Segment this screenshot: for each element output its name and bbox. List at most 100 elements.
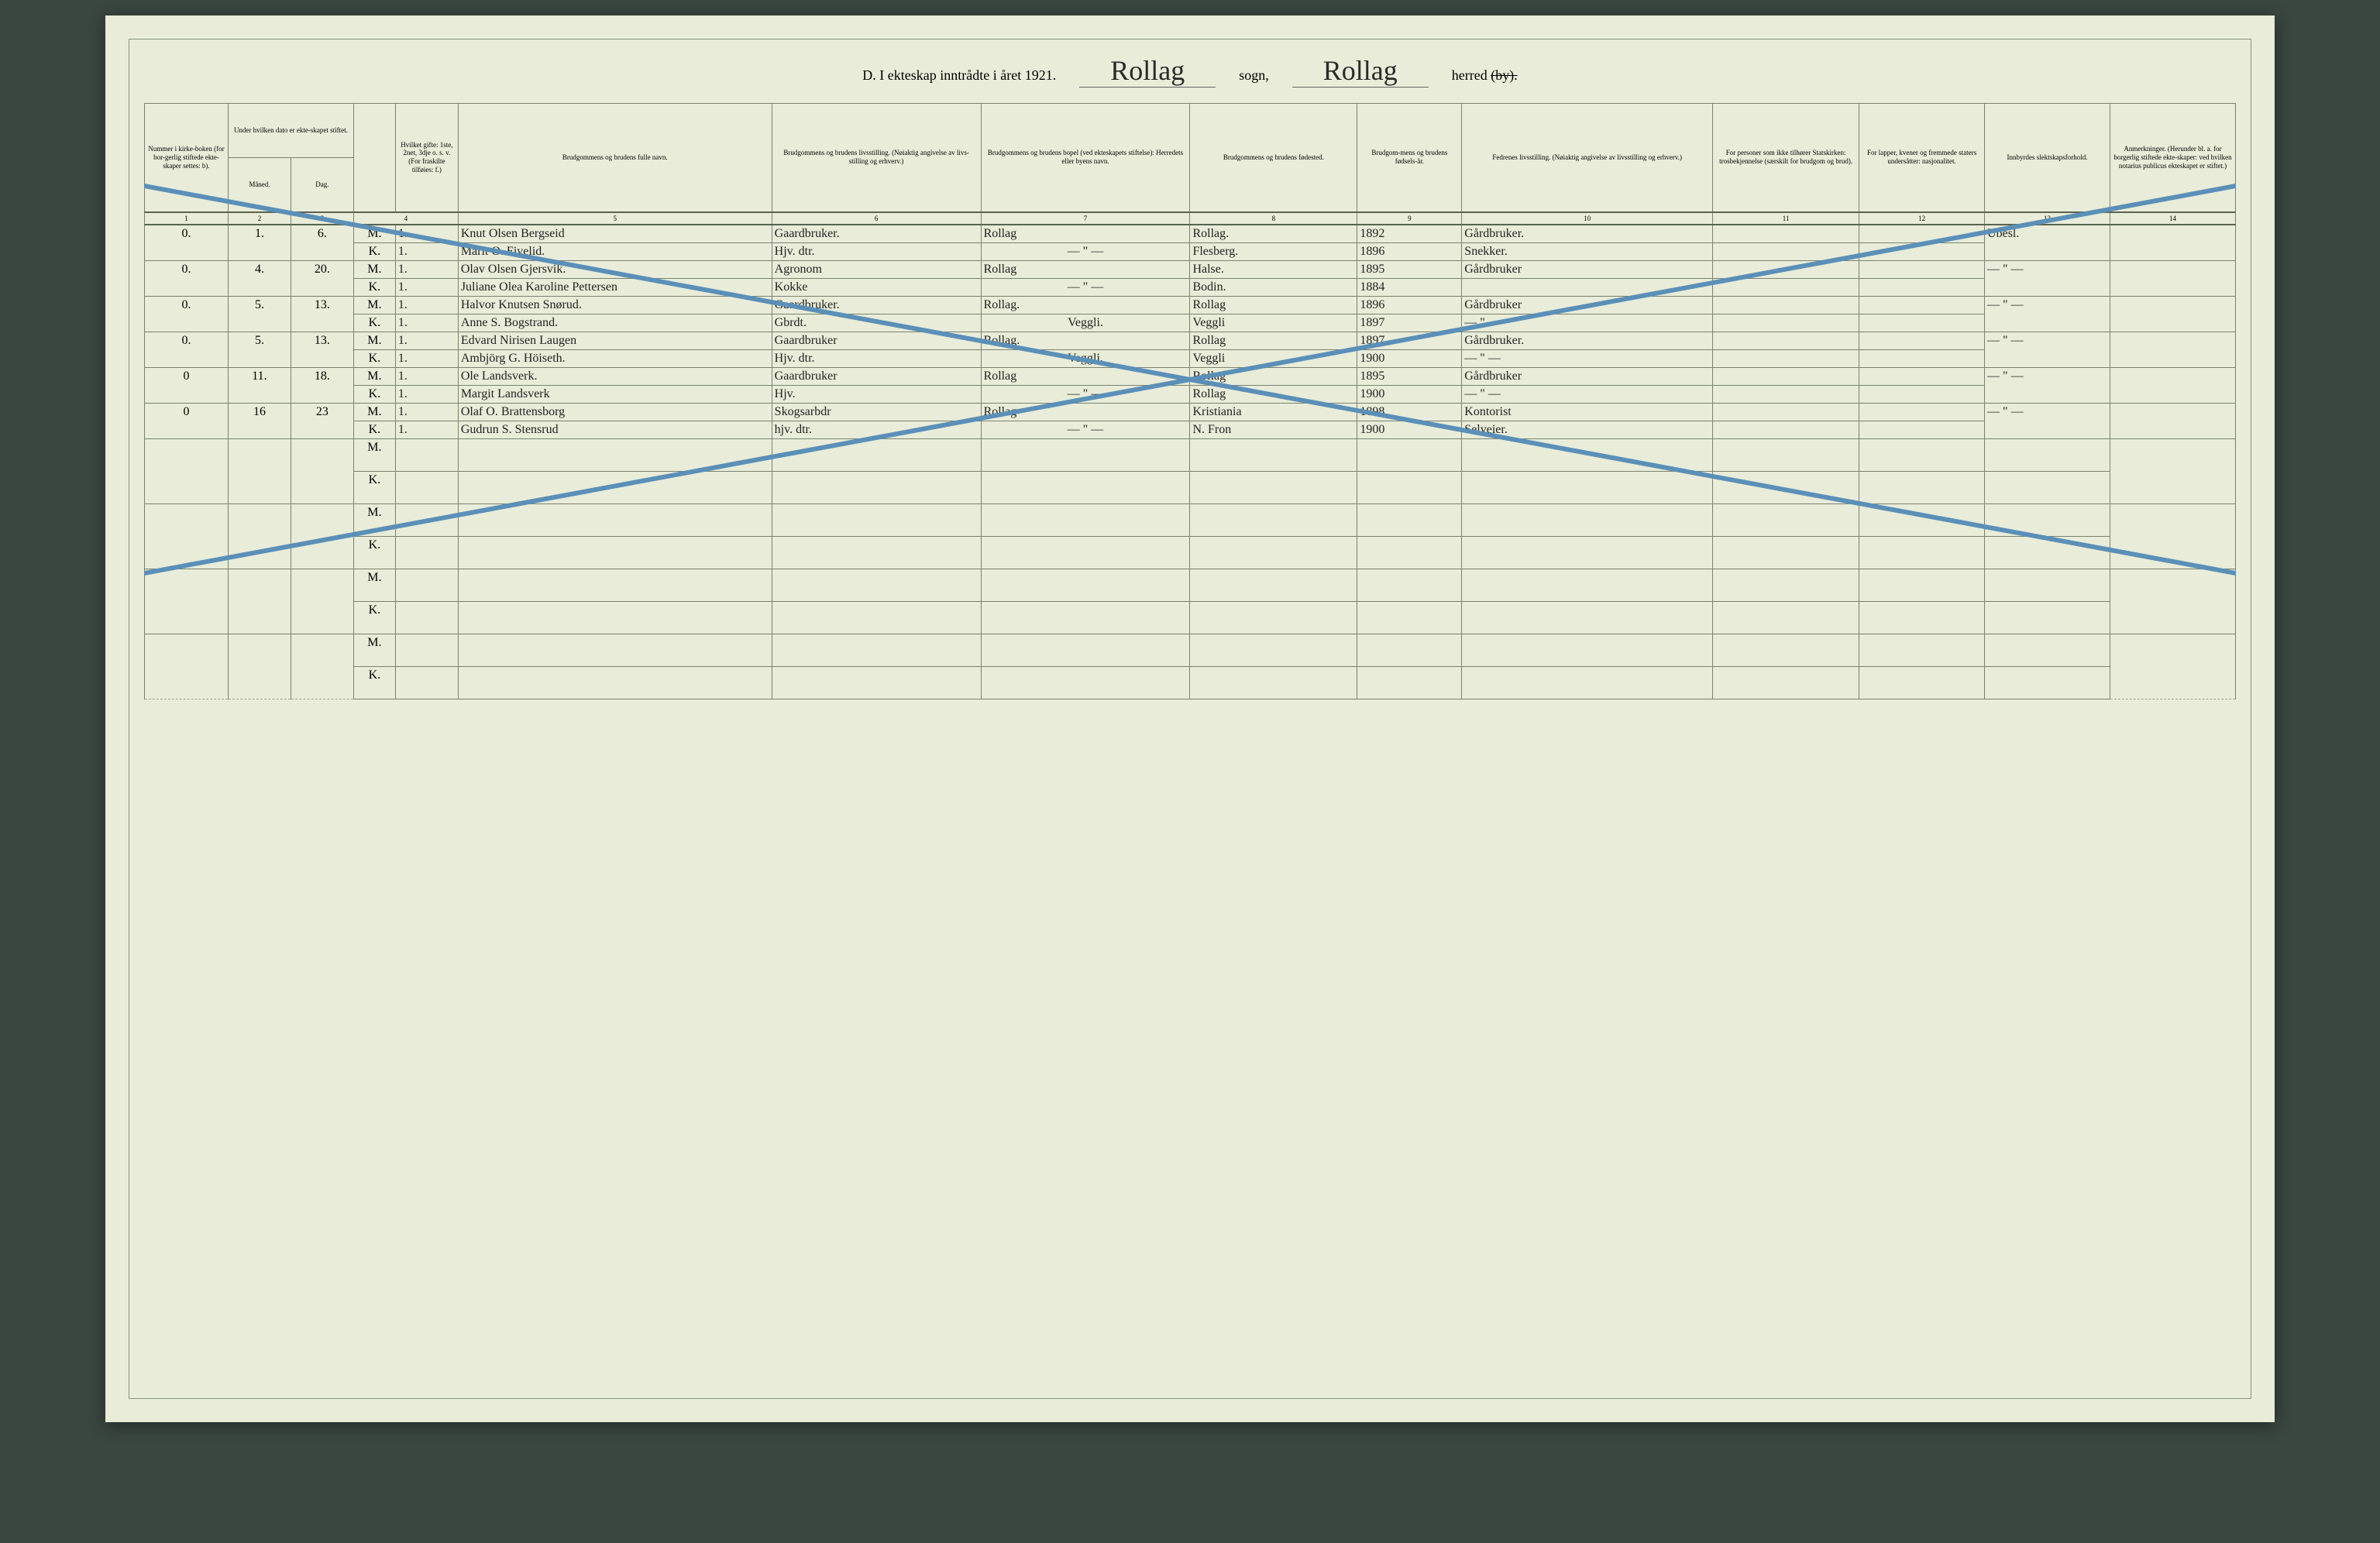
table-cell bbox=[2110, 403, 2235, 438]
table-row: K.1.Marit O. Fivelid.Hjv. dtr.— " —Flesb… bbox=[145, 242, 2236, 260]
table-cell: 6. bbox=[291, 225, 353, 261]
table-cell bbox=[1462, 471, 1713, 503]
table-cell: 1. bbox=[395, 367, 458, 385]
table-cell: Halse. bbox=[1190, 260, 1357, 278]
table-cell bbox=[2110, 569, 2235, 634]
column-header: Brudgommens og brudens bopel (ved ektesk… bbox=[981, 104, 1190, 212]
table-cell bbox=[395, 601, 458, 634]
table-cell bbox=[1190, 634, 1357, 666]
table-cell bbox=[1713, 332, 1859, 349]
table-cell bbox=[1357, 471, 1462, 503]
column-number: 3 bbox=[291, 212, 353, 225]
table-row-empty: K. bbox=[145, 536, 2236, 569]
table-cell bbox=[145, 438, 229, 503]
column-number: 12 bbox=[1859, 212, 1985, 225]
column-number: 2 bbox=[228, 212, 291, 225]
table-cell: M. bbox=[353, 367, 395, 385]
table-cell bbox=[1713, 634, 1859, 666]
table-cell: 4. bbox=[228, 260, 291, 296]
herred-value: Rollag bbox=[1292, 54, 1429, 88]
table-cell bbox=[458, 438, 772, 471]
table-cell: Skogsarbdr bbox=[772, 403, 981, 421]
table-cell: 1. bbox=[395, 314, 458, 332]
table-cell bbox=[772, 503, 981, 536]
table-cell bbox=[395, 634, 458, 666]
sogn-value: Rollag bbox=[1079, 54, 1216, 88]
table-row-empty: M. bbox=[145, 569, 2236, 601]
table-cell bbox=[1713, 385, 1859, 403]
table-row: K.1.Ambjörg G. Höiseth.Hjv. dtr.Veggli.V… bbox=[145, 349, 2236, 367]
table-cell: M. bbox=[353, 260, 395, 278]
table-cell: K. bbox=[353, 666, 395, 699]
column-header: Innbyrdes slektskapsforhold. bbox=[1985, 104, 2110, 212]
column-header: Hvilket gifte: 1ste, 2net, 3dje o. s. v.… bbox=[395, 104, 458, 212]
table-cell: hjv. dtr. bbox=[772, 421, 981, 438]
table-cell bbox=[1462, 666, 1713, 699]
table-cell: — " — bbox=[1985, 332, 2110, 367]
table-cell: Anne S. Bogstrand. bbox=[458, 314, 772, 332]
table-cell bbox=[981, 503, 1190, 536]
table-cell: M. bbox=[353, 569, 395, 601]
table-cell bbox=[1859, 503, 1985, 536]
table-cell: Bodin. bbox=[1190, 278, 1357, 296]
table-cell bbox=[1859, 569, 1985, 601]
table-cell: Marit O. Fivelid. bbox=[458, 242, 772, 260]
table-cell bbox=[228, 569, 291, 634]
table-cell bbox=[981, 569, 1190, 601]
column-header: Brudgommens og brudens livsstilling. (Nø… bbox=[772, 104, 981, 212]
table-cell: Hjv. dtr. bbox=[772, 242, 981, 260]
table-cell bbox=[145, 569, 229, 634]
table-row: K.1.Anne S. Bogstrand.Gbrdt.Veggli.Veggl… bbox=[145, 314, 2236, 332]
table-cell bbox=[1713, 367, 1859, 385]
table-cell: 1. bbox=[395, 242, 458, 260]
table-cell bbox=[145, 503, 229, 569]
column-header: For personer som ikke tilhører Statskirk… bbox=[1713, 104, 1859, 212]
table-cell bbox=[1859, 296, 1985, 314]
table-cell bbox=[1985, 666, 2110, 699]
table-cell: Agronom bbox=[772, 260, 981, 278]
table-cell bbox=[1190, 601, 1357, 634]
table-cell bbox=[1859, 260, 1985, 278]
table-head: Nummer i kirke-boken (for bor-gerlig sti… bbox=[145, 104, 2236, 212]
table-cell: Rollag. bbox=[981, 332, 1190, 349]
table-cell bbox=[1859, 385, 1985, 403]
table-cell: — " — bbox=[1985, 260, 2110, 296]
table-cell bbox=[1985, 601, 2110, 634]
table-cell bbox=[1859, 666, 1985, 699]
table-cell: Gaardbruker. bbox=[772, 296, 981, 314]
column-number: 7 bbox=[981, 212, 1190, 225]
table-cell: 1. bbox=[228, 225, 291, 261]
table-cell bbox=[1859, 438, 1985, 471]
ledger-page: D. I ekteskap inntrådte i året 1921. Rol… bbox=[105, 15, 2275, 1422]
table-cell: K. bbox=[353, 314, 395, 332]
table-cell bbox=[145, 634, 229, 699]
table-cell: 11. bbox=[228, 367, 291, 403]
table-cell: Juliane Olea Karoline Pettersen bbox=[458, 278, 772, 296]
column-header: Brudgommens og brudens fødested. bbox=[1190, 104, 1357, 212]
table-cell: 20. bbox=[291, 260, 353, 296]
table-row: K.1.Juliane Olea Karoline PettersenKokke… bbox=[145, 278, 2236, 296]
table-row-empty: M. bbox=[145, 503, 2236, 536]
table-cell: Ambjörg G. Höiseth. bbox=[458, 349, 772, 367]
table-cell: Edvard Nirisen Laugen bbox=[458, 332, 772, 349]
table-cell bbox=[458, 471, 772, 503]
table-cell: Rollag bbox=[1190, 367, 1357, 385]
column-number: 14 bbox=[2110, 212, 2235, 225]
table-cell bbox=[1190, 569, 1357, 601]
column-header: Brudgom-mens og brudens fødsels-år. bbox=[1357, 104, 1462, 212]
table-cell bbox=[1462, 536, 1713, 569]
table-cell: 1884 bbox=[1357, 278, 1462, 296]
table-cell: M. bbox=[353, 332, 395, 349]
table-cell: 0 bbox=[145, 403, 229, 438]
table-row-empty: M. bbox=[145, 634, 2236, 666]
table-cell bbox=[1462, 278, 1713, 296]
table-cell bbox=[1713, 421, 1859, 438]
table-cell bbox=[2110, 225, 2235, 261]
table-cell: Rollag bbox=[1190, 296, 1357, 314]
table-cell: Rollag bbox=[1190, 332, 1357, 349]
table-cell: Flesberg. bbox=[1190, 242, 1357, 260]
sogn-label: sogn, bbox=[1239, 67, 1269, 84]
table-cell: — " — bbox=[1985, 367, 2110, 403]
table-cell: 18. bbox=[291, 367, 353, 403]
table-cell: Margit Landsverk bbox=[458, 385, 772, 403]
